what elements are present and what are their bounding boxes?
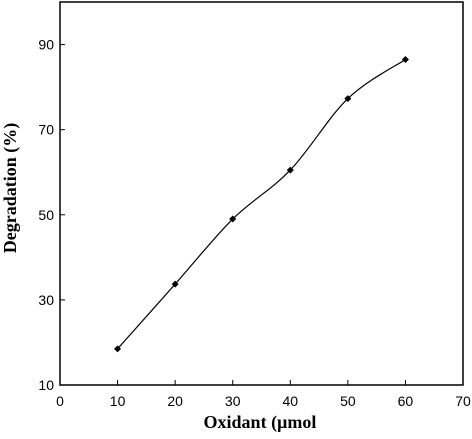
x-tick-label: 10	[110, 393, 126, 409]
x-axis-title: Oxidant (µmol	[204, 412, 317, 433]
x-tick-label: 40	[282, 393, 298, 409]
data-point	[114, 345, 122, 353]
x-tick-label: 20	[167, 393, 183, 409]
x-tick-label: 70	[455, 393, 471, 409]
y-tick-label: 10	[38, 377, 54, 393]
data-markers	[114, 55, 409, 353]
y-tick-label: 70	[38, 122, 54, 138]
y-tick-label: 90	[38, 37, 54, 53]
data-point	[229, 215, 237, 223]
data-point	[401, 55, 409, 63]
y-axis-title: Degradation (%)	[0, 123, 21, 253]
x-tick-label: 0	[56, 393, 64, 409]
axes	[59, 1, 464, 386]
x-tick-label: 50	[340, 393, 356, 409]
data-point	[344, 95, 352, 103]
data-point	[286, 166, 294, 174]
y-ticks: 10 30 50 70 90	[38, 37, 65, 393]
x-tick-label: 30	[225, 393, 241, 409]
plot-frame	[59, 1, 464, 386]
x-tick-label: 60	[398, 393, 414, 409]
y-tick-label: 50	[38, 207, 54, 223]
data-point	[171, 280, 179, 288]
y-tick-label: 30	[38, 292, 54, 308]
x-ticks: 0 10 20 30 40 50 60 70	[56, 380, 471, 409]
series-line	[117, 58, 406, 350]
